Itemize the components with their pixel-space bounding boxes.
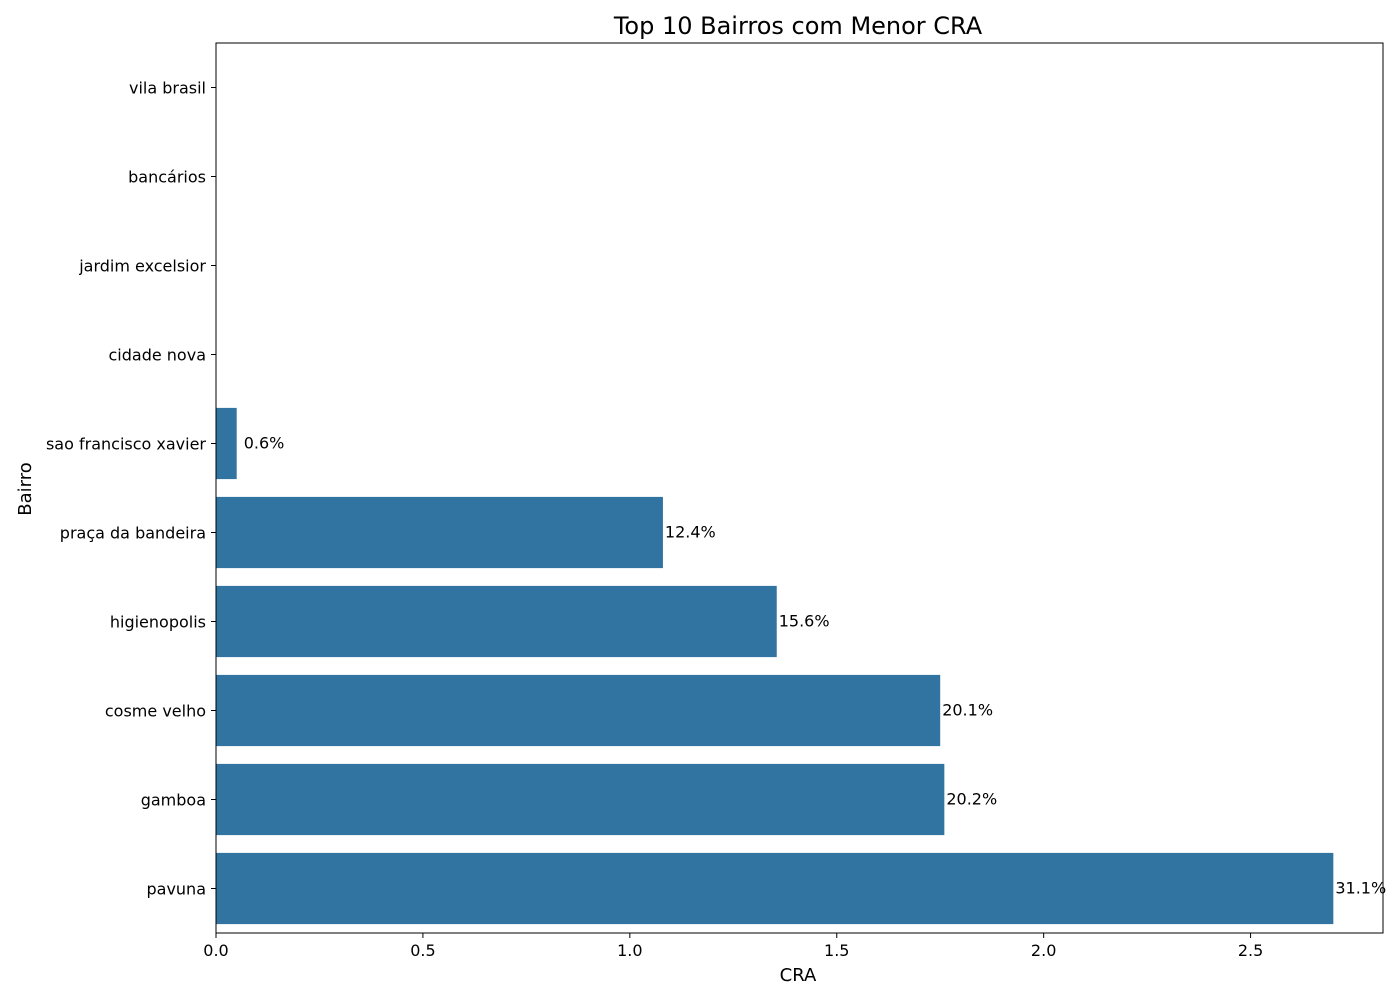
x-tick-label: 1.5 — [824, 941, 849, 960]
bars-layer: 0.6% 12.4% 15.6% 20.1% 20.2% 31.1% — [216, 407, 1386, 925]
data-label-6: 15.6% — [779, 612, 830, 631]
bar-8 — [216, 763, 945, 836]
bar-7 — [216, 674, 941, 747]
y-tick-label: cidade nova — [109, 346, 207, 365]
x-tick-label: 2.0 — [1031, 941, 1056, 960]
data-label-4: 0.6% — [244, 434, 285, 453]
bar-4 — [216, 407, 237, 480]
x-tick-label: 0.5 — [410, 941, 435, 960]
y-tick-label: cosme velho — [105, 702, 206, 721]
y-axis-title: Bairro — [15, 462, 36, 515]
y-tick-label: jardim excelsior — [78, 257, 206, 276]
x-tick-label: 0.0 — [203, 941, 228, 960]
y-tick-label: higienopolis — [110, 613, 206, 632]
y-tick-label: praça da bandeira — [60, 524, 206, 543]
x-axis-title: CRA — [780, 965, 817, 986]
data-label-7: 20.1% — [942, 701, 993, 720]
y-tick-label: vila brasil — [129, 79, 206, 98]
y-tick-label: gamboa — [141, 791, 206, 810]
chart-title: Top 10 Bairros com Menor CRA — [613, 12, 983, 40]
x-tick-label: 2.5 — [1238, 941, 1263, 960]
x-tick-label: 1.0 — [617, 941, 642, 960]
bar-9 — [216, 852, 1334, 925]
plot-frame — [215, 42, 1384, 934]
bar-6 — [216, 585, 777, 658]
bar-5 — [216, 496, 663, 569]
data-label-9: 31.1% — [1335, 879, 1386, 898]
data-label-8: 20.2% — [946, 790, 997, 809]
y-tick-label: pavuna — [146, 880, 206, 899]
y-tick-label: sao francisco xavier — [46, 435, 206, 454]
axes-layer: vila brasil bancários jardim excelsior cida… — [46, 42, 1384, 960]
y-tick-label: bancários — [128, 168, 206, 187]
data-label-5: 12.4% — [665, 523, 716, 542]
